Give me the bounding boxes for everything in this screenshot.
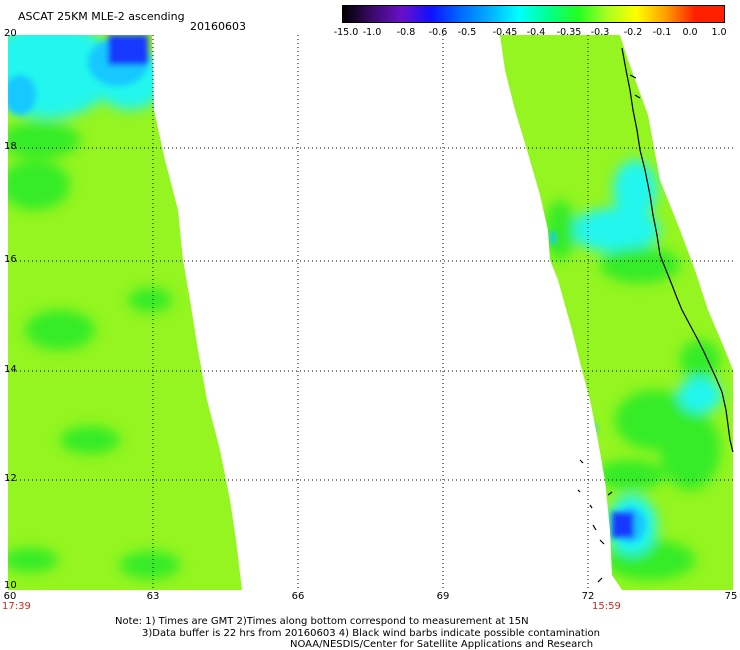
green-wind-patch <box>120 551 180 579</box>
cyan-wind-patch <box>613 160 657 220</box>
lat-label: 18 <box>4 141 17 152</box>
lat-label: 12 <box>4 473 17 484</box>
colorbar-segment <box>372 6 402 22</box>
green-wind-patch <box>595 460 665 490</box>
lat-label: 14 <box>4 364 17 375</box>
colorbar-label: -0.5 <box>457 27 477 38</box>
blue-wind-patch <box>108 35 148 65</box>
colorbar-label: -0.35 <box>556 27 582 38</box>
lat-label: 16 <box>4 254 17 265</box>
green-wind-patch <box>680 340 720 380</box>
colorbar-segment <box>460 6 490 22</box>
colorbar-label: -0.1 <box>652 27 672 38</box>
lon-label: 72 <box>581 591 595 602</box>
colorbar-label: -0.8 <box>396 27 416 38</box>
colorbar-segment <box>401 6 431 22</box>
colorbar-segment <box>606 6 637 22</box>
colorbar-label: 1.0 <box>711 27 727 38</box>
sky-wind-patch <box>8 75 36 115</box>
product-title: ASCAT 25KM MLE-2 ascending <box>18 10 185 23</box>
colorbar-label: -0.4 <box>526 27 546 38</box>
left-swath-time: 17:39 <box>2 601 31 612</box>
green-wind-patch <box>60 426 120 454</box>
colorbar-label: -0.2 <box>623 27 643 38</box>
lat-label: 20 <box>4 28 17 39</box>
lat-label: 10 <box>4 580 17 591</box>
left-swath <box>8 35 242 590</box>
green-wind-patch <box>600 247 680 283</box>
colorbar-segment <box>577 6 607 22</box>
lon-label: 60 <box>3 591 17 602</box>
lon-label: 75 <box>724 591 738 602</box>
colorbar-segment <box>430 6 461 22</box>
coastline <box>577 47 734 583</box>
green-wind-patch <box>128 288 172 312</box>
note-line-2: 3)Data buffer is 22 hrs from 20160603 4)… <box>142 628 600 639</box>
colorbar-segment <box>518 6 549 22</box>
colorbar-segment <box>665 6 695 22</box>
green-wind-patch <box>25 310 95 350</box>
colorbar-segment <box>489 6 519 22</box>
note-line-3: NOAA/NESDIS/Center for Satellite Applica… <box>290 639 594 650</box>
colorbar-label: -0.45 <box>492 27 518 38</box>
colorbar-segment <box>636 6 666 22</box>
green-wind-patch <box>8 122 80 158</box>
green-wind-patch <box>660 410 720 490</box>
colorbar-label: -1.0 <box>362 27 382 38</box>
green-wind-patch <box>8 548 58 572</box>
lon-label: 63 <box>146 591 160 602</box>
colorbar-label: 0.0 <box>682 27 698 38</box>
green-wind-patch <box>8 160 70 210</box>
sky-wind-patch <box>550 232 556 244</box>
lon-label: 66 <box>291 591 305 602</box>
blue-wind-patch <box>612 512 634 538</box>
product-date: 20160603 <box>190 20 246 33</box>
cyan-wind-patch <box>678 377 722 413</box>
colorbar-segment <box>694 6 725 22</box>
green-wind-patch <box>545 200 575 260</box>
note-line-1: Note: 1) Times are GMT 2)Times along bot… <box>115 616 529 627</box>
colorbar-segment <box>343 6 373 22</box>
right-swath <box>500 35 733 590</box>
sky-wind-patch <box>588 424 596 434</box>
lon-label: 69 <box>436 591 450 602</box>
colorbar-segment <box>548 6 578 22</box>
right-swath-time: 15:59 <box>592 601 621 612</box>
colorbar <box>342 5 725 23</box>
colorbar-label: -0.3 <box>590 27 610 38</box>
colorbar-label: -0.6 <box>428 27 448 38</box>
colorbar-label: -15.0 <box>333 27 359 38</box>
graticule <box>8 35 733 590</box>
